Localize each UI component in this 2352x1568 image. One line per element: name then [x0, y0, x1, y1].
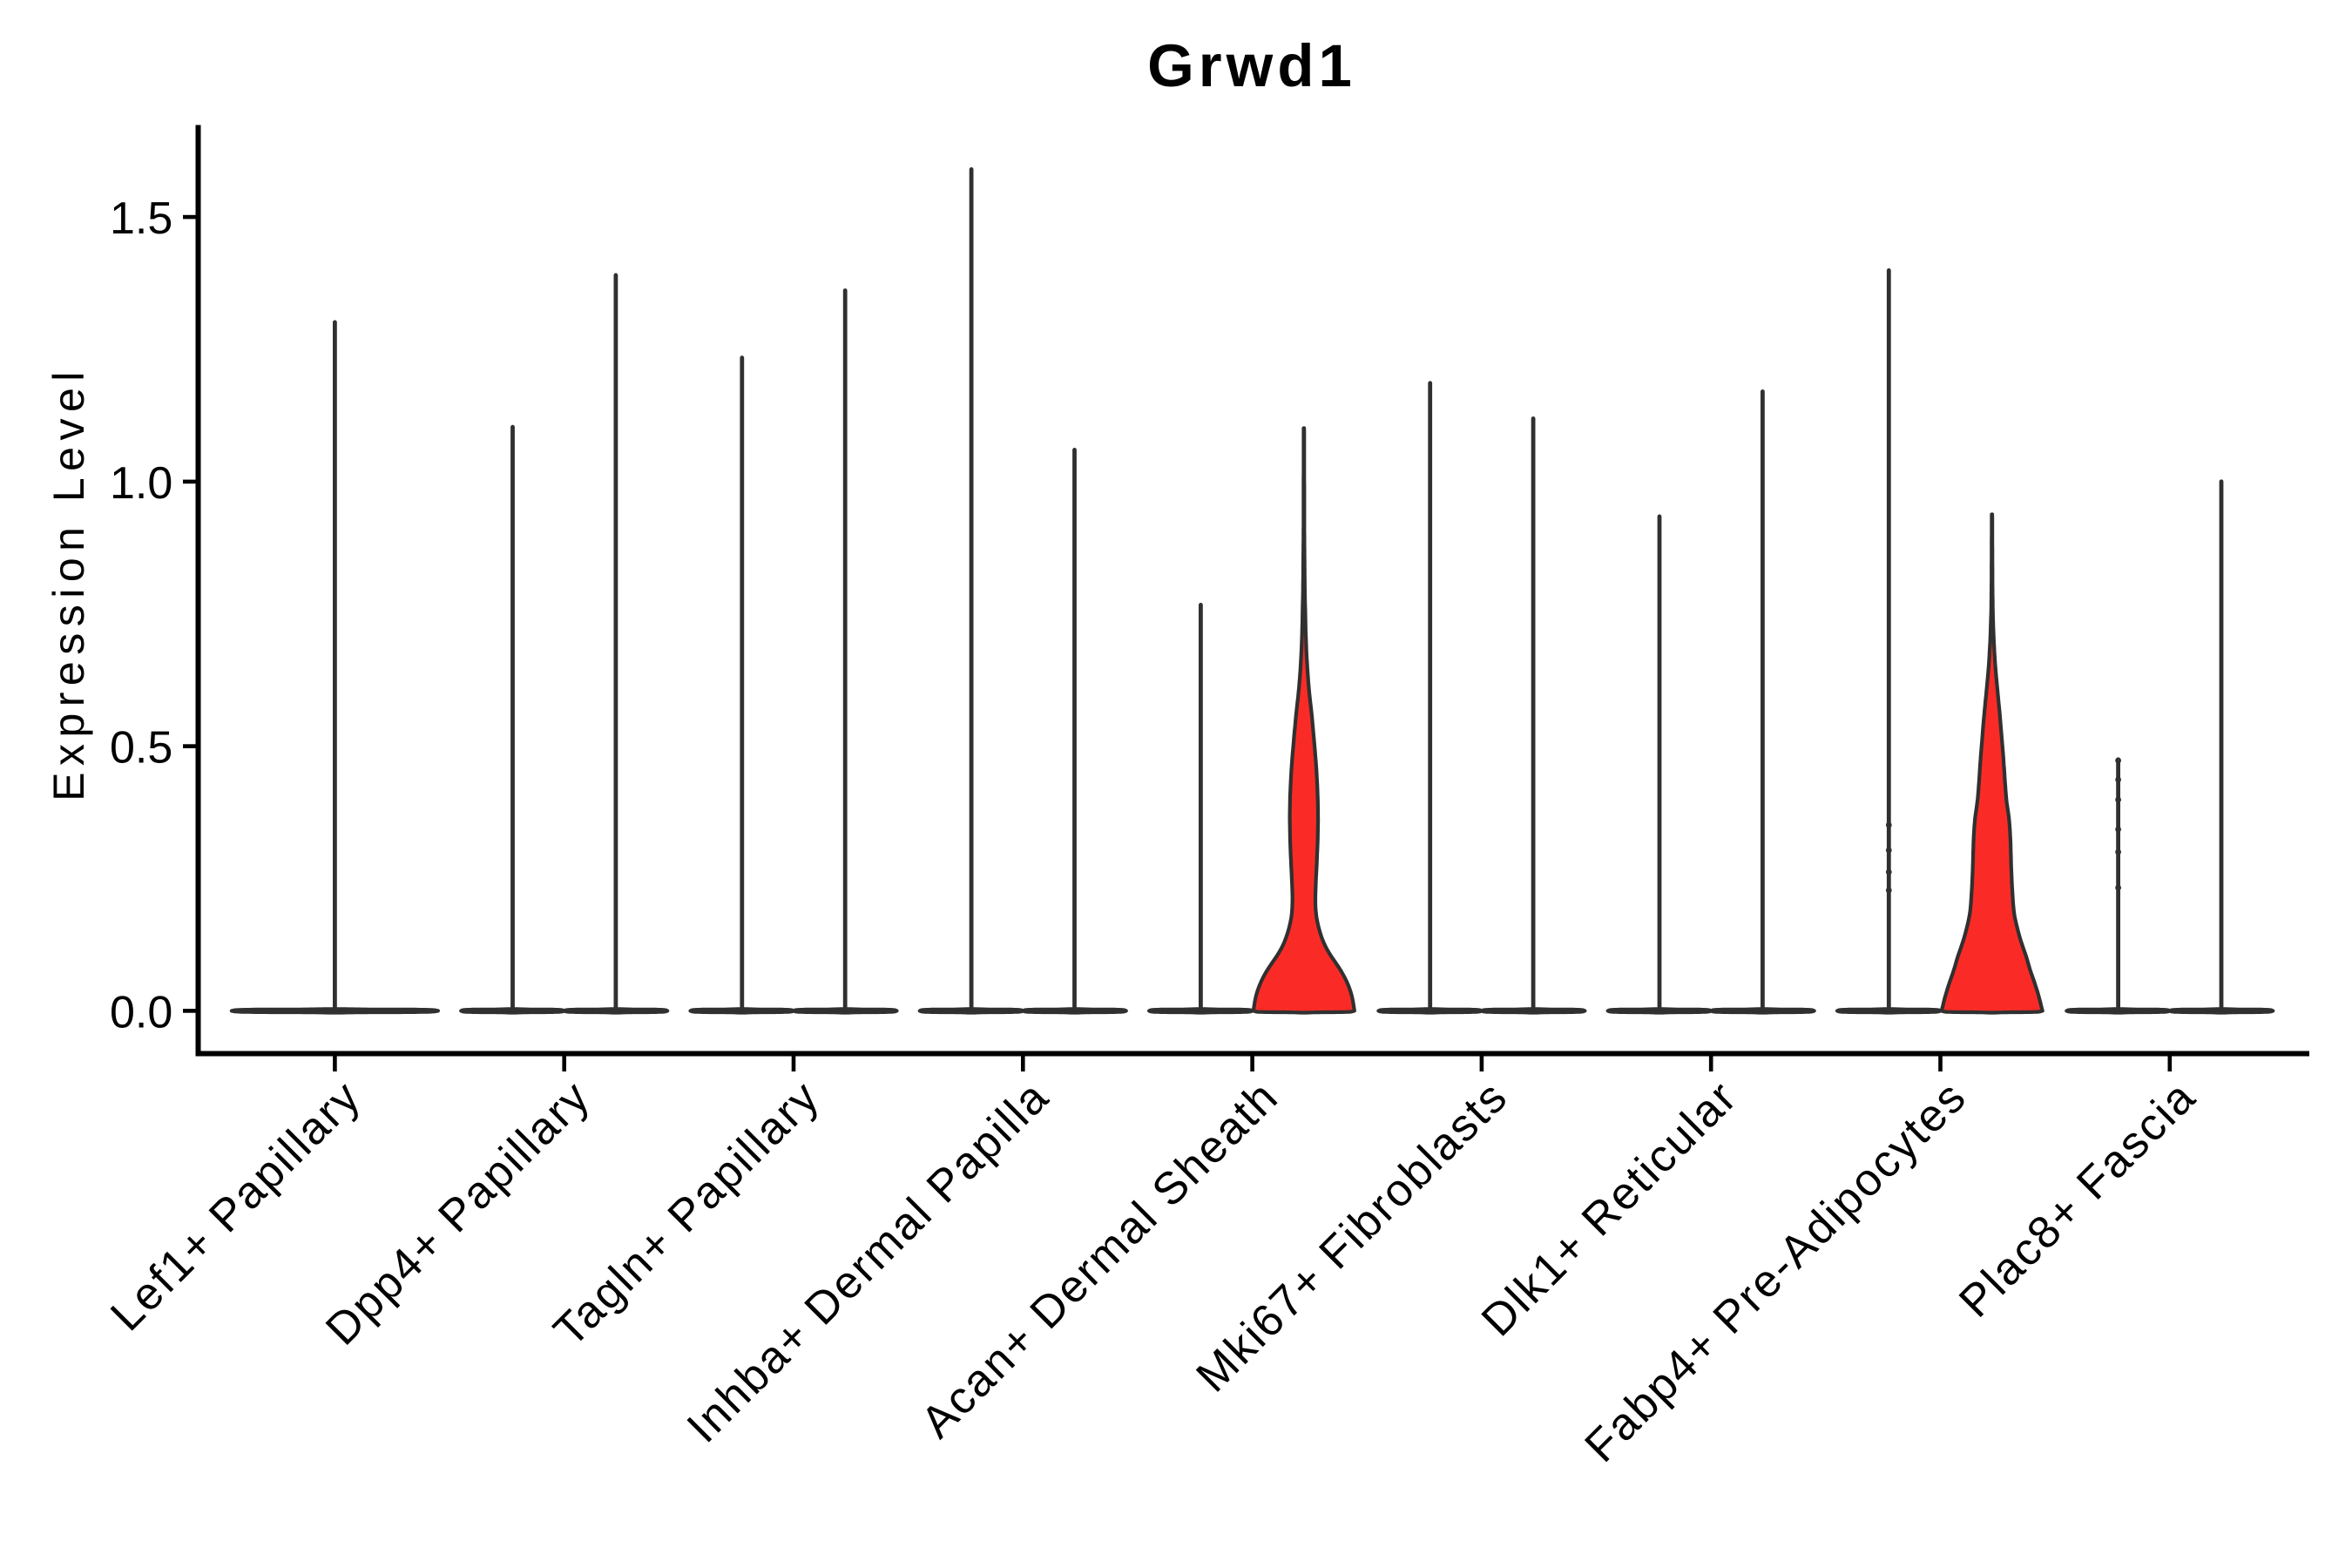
svg-text:Grwd1: Grwd1: [1147, 32, 1356, 99]
svg-text:1.5: 1.5: [110, 193, 172, 244]
svg-text:0.0: 0.0: [110, 987, 172, 1037]
svg-text:Expression Level: Expression Level: [44, 365, 93, 801]
svg-text:0.5: 0.5: [110, 723, 172, 774]
svg-text:1.0: 1.0: [110, 458, 172, 509]
